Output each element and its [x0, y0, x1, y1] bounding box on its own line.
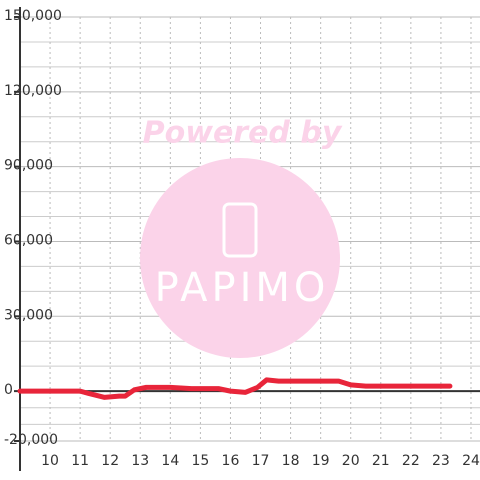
x-tick-label: 18: [282, 453, 300, 469]
watermark-phone-icon: [222, 202, 258, 258]
y-tick-label: -20,000: [4, 432, 58, 448]
watermark-circle: [140, 158, 340, 358]
watermark-text: Powered by: [143, 116, 343, 151]
x-tick-label: 19: [312, 453, 330, 469]
x-tick-label: 23: [432, 453, 450, 469]
y-tick-label: 0: [4, 382, 13, 398]
x-tick-label: 21: [372, 453, 390, 469]
plot: -20,000 0 30,000 60,000 90,000 120,000 150,000…: [4, 7, 480, 471]
x-tick-label: 12: [101, 453, 119, 469]
y-tick-label: 30,000: [4, 307, 53, 323]
x-tick-label: 11: [71, 453, 89, 469]
x-tick-label: 15: [191, 453, 209, 469]
x-tick-label: 10: [41, 453, 59, 469]
x-tick-label: 13: [131, 453, 149, 469]
x-tick-label: 22: [402, 453, 420, 469]
x-tick-label: 24: [462, 453, 480, 469]
x-tick-label: 20: [342, 453, 360, 469]
x-tick-label: 16: [222, 453, 240, 469]
y-tick-label: 150,000: [4, 8, 62, 24]
y-tick-label: 60,000: [4, 232, 53, 248]
y-tick-label: 90,000: [4, 158, 53, 174]
data-line: [17, 377, 453, 400]
y-tick-label: 120,000: [4, 83, 62, 99]
watermark-logo: PAPIMO: [155, 265, 330, 311]
x-tick-label: 17: [252, 453, 270, 469]
x-tick-label: 14: [161, 453, 179, 469]
